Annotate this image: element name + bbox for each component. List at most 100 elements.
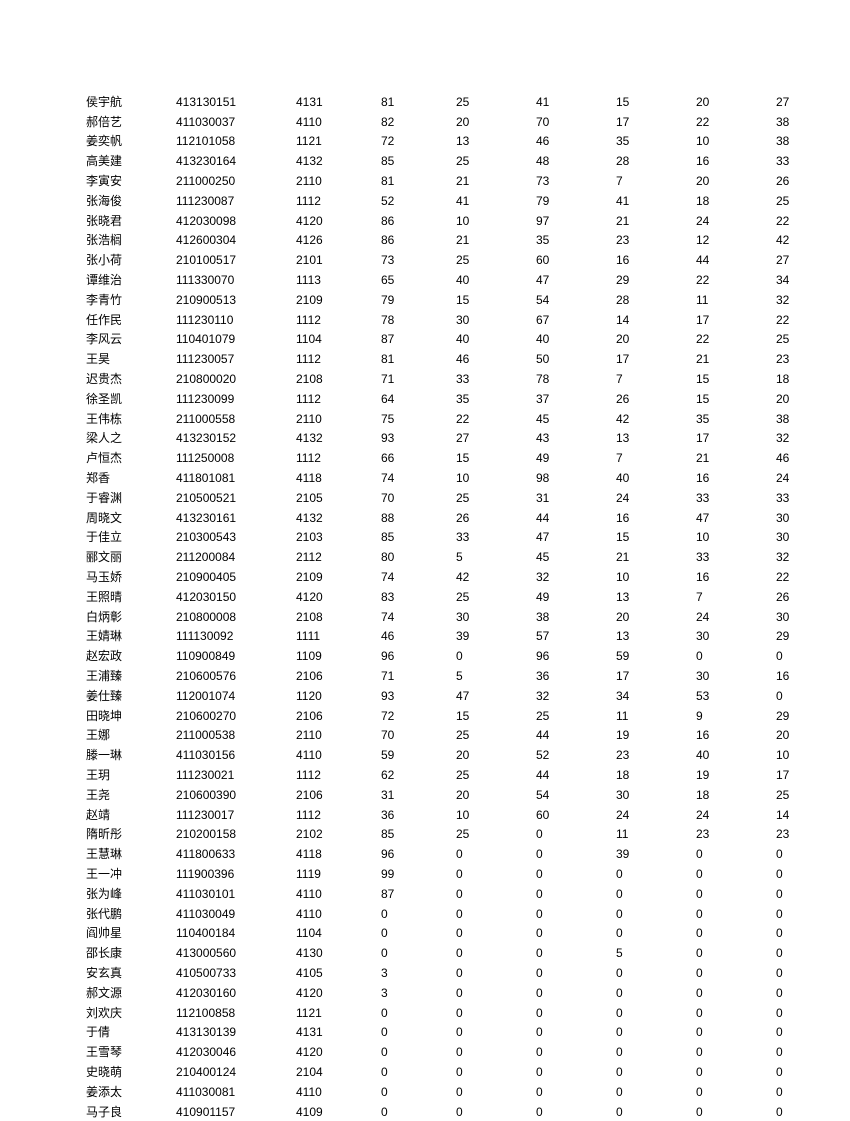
table-cell: 邵长康 xyxy=(86,943,176,963)
table-row: 滕一琳4110301564110592052234010 xyxy=(86,745,826,765)
table-cell: 姜仕臻 xyxy=(86,686,176,706)
table-cell: 0 xyxy=(536,864,616,884)
table-cell: 16 xyxy=(776,666,826,686)
table-cell: 111230087 xyxy=(176,191,296,211)
table-cell: 22 xyxy=(696,330,776,350)
table-cell: 36 xyxy=(381,805,456,825)
table-cell: 412600304 xyxy=(176,231,296,251)
table-cell: 45 xyxy=(536,409,616,429)
table-cell: 张海俊 xyxy=(86,191,176,211)
table-cell: 80 xyxy=(381,547,456,567)
table-cell: 14 xyxy=(776,805,826,825)
table-cell: 0 xyxy=(616,1003,696,1023)
table-cell: 0 xyxy=(616,1062,696,1082)
table-cell: 78 xyxy=(536,369,616,389)
table-cell: 74 xyxy=(381,567,456,587)
table-cell: 86 xyxy=(381,211,456,231)
table-cell: 411800633 xyxy=(176,844,296,864)
table-row: 李青竹2109005132109791554281132 xyxy=(86,290,826,310)
table-cell: 30 xyxy=(696,627,776,647)
table-cell: 413130151 xyxy=(176,92,296,112)
table-cell: 1104 xyxy=(296,923,381,943)
table-cell: 0 xyxy=(696,1062,776,1082)
table-cell: 15 xyxy=(696,369,776,389)
table-cell: 59 xyxy=(381,745,456,765)
table-cell: 13 xyxy=(616,627,696,647)
table-cell: 0 xyxy=(456,1062,536,1082)
table-row: 阎帅星1104001841104000000 xyxy=(86,923,826,943)
table-cell: 4109 xyxy=(296,1102,381,1121)
table-row: 张晓君4120300984120861097212422 xyxy=(86,211,826,231)
table-cell: 71 xyxy=(381,666,456,686)
table-row: 张浩榈4126003044126862135231242 xyxy=(86,231,826,251)
table-cell: 211000558 xyxy=(176,409,296,429)
table-cell: 25 xyxy=(456,488,536,508)
table-cell: 35 xyxy=(616,132,696,152)
table-cell: 0 xyxy=(536,983,616,1003)
table-cell: 20 xyxy=(616,607,696,627)
table-cell: 10 xyxy=(776,745,826,765)
table-cell: 33 xyxy=(696,547,776,567)
table-cell: 4120 xyxy=(296,983,381,1003)
table-cell: 12 xyxy=(696,231,776,251)
table-cell: 0 xyxy=(456,943,536,963)
table-cell: 96 xyxy=(381,844,456,864)
table-cell: 25 xyxy=(456,250,536,270)
table-cell: 110400184 xyxy=(176,923,296,943)
table-cell: 28 xyxy=(616,290,696,310)
table-cell: 0 xyxy=(616,904,696,924)
table-cell: 0 xyxy=(536,963,616,983)
table-cell: 4120 xyxy=(296,587,381,607)
table-row: 卢恒杰111250008111266154972146 xyxy=(86,448,826,468)
table-cell: 16 xyxy=(696,726,776,746)
table-cell: 24 xyxy=(616,805,696,825)
table-cell: 35 xyxy=(536,231,616,251)
table-cell: 98 xyxy=(536,468,616,488)
table-cell: 46 xyxy=(776,448,826,468)
table-cell: 210800008 xyxy=(176,607,296,627)
table-cell: 78 xyxy=(381,310,456,330)
table-row: 王雪琴4120300464120000000 xyxy=(86,1042,826,1062)
table-cell: 0 xyxy=(381,923,456,943)
table-cell: 46 xyxy=(456,349,536,369)
table-cell: 王娜 xyxy=(86,726,176,746)
table-cell: 16 xyxy=(616,250,696,270)
table-cell: 史晓萌 xyxy=(86,1062,176,1082)
table-row: 周晓文4132301614132882644164730 xyxy=(86,508,826,528)
table-cell: 谭维治 xyxy=(86,270,176,290)
table-cell: 0 xyxy=(381,1022,456,1042)
table-cell: 20 xyxy=(456,745,536,765)
table-cell: 2109 xyxy=(296,290,381,310)
table-cell: 210500521 xyxy=(176,488,296,508)
table-cell: 5 xyxy=(616,943,696,963)
table-cell: 34 xyxy=(616,686,696,706)
table-cell: 张浩榈 xyxy=(86,231,176,251)
table-cell: 15 xyxy=(456,448,536,468)
table-cell: 赵宏政 xyxy=(86,646,176,666)
table-cell: 0 xyxy=(456,646,536,666)
table-row: 王尧2106003902106312054301825 xyxy=(86,785,826,805)
table-row: 李风云1104010791104874040202225 xyxy=(86,330,826,350)
table-cell: 54 xyxy=(536,290,616,310)
table-cell: 0 xyxy=(536,1062,616,1082)
table-cell: 15 xyxy=(456,706,536,726)
table-cell: 4131 xyxy=(296,92,381,112)
table-cell: 21 xyxy=(616,211,696,231)
table-cell: 411801081 xyxy=(176,468,296,488)
table-cell: 16 xyxy=(696,567,776,587)
table-cell: 38 xyxy=(536,607,616,627)
table-cell: 52 xyxy=(536,745,616,765)
table-cell: 7 xyxy=(616,171,696,191)
table-cell: 37 xyxy=(536,389,616,409)
table-cell: 26 xyxy=(776,171,826,191)
table-cell: 7 xyxy=(616,369,696,389)
table-cell: 31 xyxy=(381,785,456,805)
table-cell: 10 xyxy=(456,805,536,825)
table-cell: 15 xyxy=(696,389,776,409)
table-cell: 0 xyxy=(616,963,696,983)
table-row: 于佳立2103005432103853347151030 xyxy=(86,528,826,548)
table-cell: 110401079 xyxy=(176,330,296,350)
table-cell: 25 xyxy=(456,92,536,112)
table-cell: 0 xyxy=(456,904,536,924)
table-row: 王玥1112300211112622544181917 xyxy=(86,765,826,785)
